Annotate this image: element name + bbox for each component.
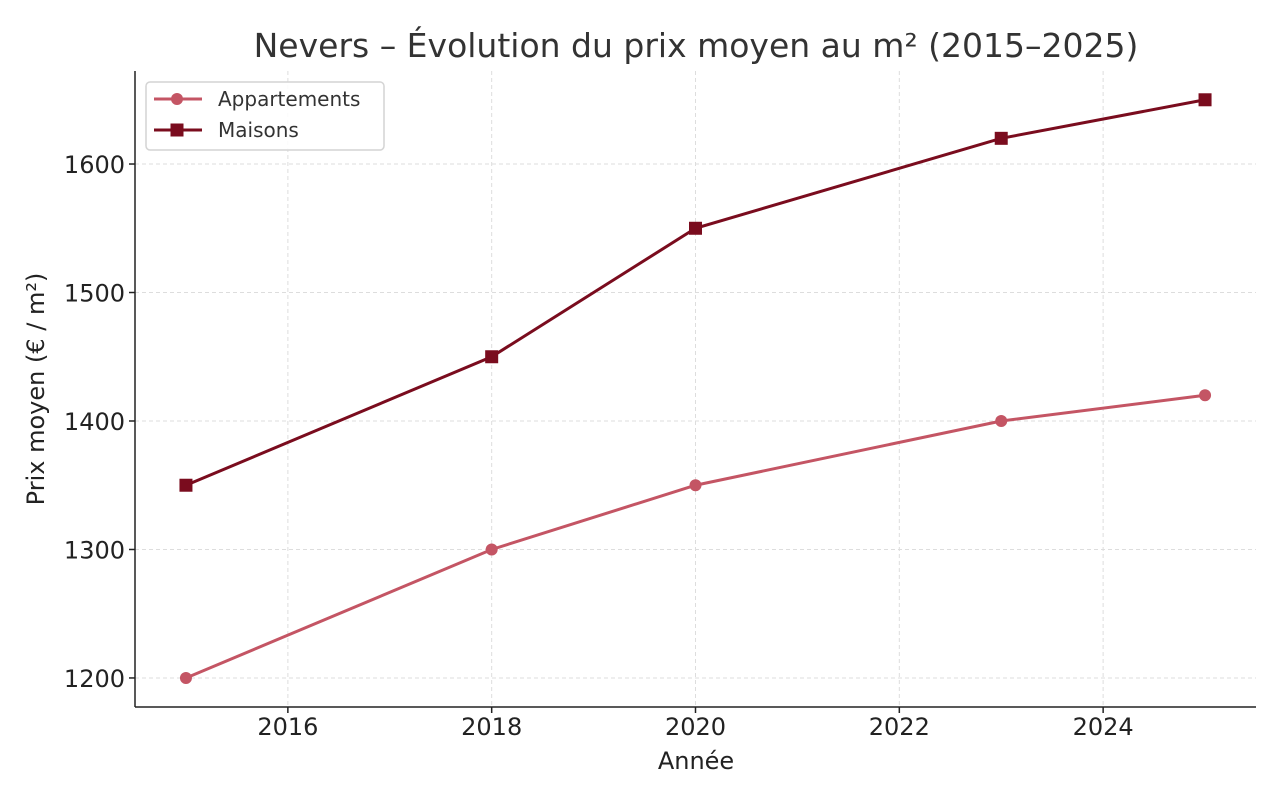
x-axis-label: Année — [658, 747, 734, 775]
data-point-appartements — [689, 479, 702, 492]
y-tick-label: 1400 — [64, 408, 125, 436]
grid — [135, 71, 1256, 707]
x-tick-label: 2016 — [257, 713, 318, 741]
data-point-appartements — [1199, 389, 1212, 402]
data-point-appartements — [995, 414, 1008, 427]
legend-box — [145, 81, 385, 151]
y-tick-label: 1300 — [64, 536, 125, 564]
x-tick-label: 2024 — [1073, 713, 1134, 741]
y-tick-label: 1500 — [64, 280, 125, 308]
legend-label: Appartements — [218, 87, 360, 111]
legend-marker — [171, 93, 183, 105]
legend-marker — [170, 123, 184, 137]
data-point-appartements — [485, 543, 498, 556]
legend-label: Maisons — [218, 118, 299, 142]
x-tick-label: 2020 — [665, 713, 726, 741]
data-point-maisons — [485, 350, 499, 364]
series-group — [179, 93, 1212, 684]
x-tick-label: 2018 — [461, 713, 522, 741]
x-tick-label: 2022 — [869, 713, 930, 741]
data-point-maisons — [179, 478, 193, 492]
data-point-appartements — [179, 671, 192, 684]
axes: 2016 2018 2020 2022 2024 1200 1300 1400 1500 1600 — [64, 71, 1256, 741]
y-tick-label: 1200 — [64, 665, 125, 693]
y-axis-label: Prix moyen (€ / m²) — [22, 273, 50, 506]
chart-title: Nevers – Évolution du prix moyen au m² (… — [254, 25, 1139, 65]
data-point-maisons — [994, 131, 1008, 145]
y-tick-label: 1600 — [64, 151, 125, 179]
data-point-maisons — [1198, 93, 1212, 107]
data-point-maisons — [689, 221, 702, 235]
legend: Appartements Maisons — [145, 81, 385, 151]
